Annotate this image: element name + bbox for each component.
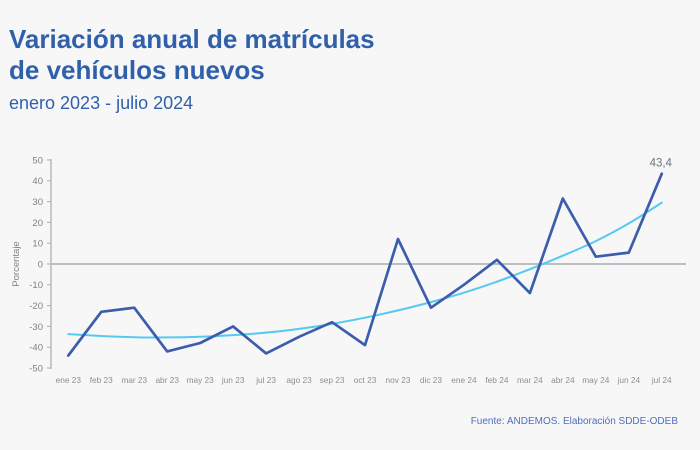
x-tick-label: feb 23 xyxy=(90,375,113,385)
x-axis-labels: ene 23 feb 23 mar 23 abr 23 may 23 jun 23 jul … xyxy=(56,375,672,385)
y-tick-label: 20 xyxy=(32,218,43,229)
x-tick-label: may 23 xyxy=(187,375,215,385)
svg-text:Porcentaje: Porcentaje xyxy=(11,241,22,286)
x-tick-label: sep 23 xyxy=(320,375,345,385)
page-title-line2: de vehículos nuevos xyxy=(9,55,265,85)
y-axis-title: Porcentaje xyxy=(11,241,22,286)
x-tick-label: jul 23 xyxy=(255,375,276,385)
y-tick-label: 30 xyxy=(32,197,43,208)
x-tick-label: feb 24 xyxy=(485,375,508,385)
y-axis: 50 40 30 20 10 0 -10 -20 -30 -40 -50 xyxy=(29,155,52,374)
x-tick-label: abr 23 xyxy=(155,375,179,385)
page-title-line1: Variación anual de matrículas xyxy=(9,24,375,54)
page-title: Variación anual de matrículas de vehículo… xyxy=(9,24,375,86)
y-tick-label: 10 xyxy=(32,239,43,250)
y-tick-label: -40 xyxy=(29,343,43,354)
source-note: Fuente: ANDEMOS. Elaboración SDDE-ODEB xyxy=(470,416,678,427)
chart-header: Variación anual de matrículas de vehículo… xyxy=(9,24,375,114)
y-tick-label: 0 xyxy=(38,259,43,270)
x-tick-label: mar 24 xyxy=(517,375,543,385)
x-tick-label: jul 24 xyxy=(651,375,672,385)
y-tick-label: 50 xyxy=(32,155,43,166)
last-point-annotation: 43,4 xyxy=(650,158,673,170)
y-tick-label: -20 xyxy=(29,301,43,312)
x-tick-label: dic 23 xyxy=(420,375,443,385)
x-tick-label: ene 24 xyxy=(451,375,477,385)
x-tick-label: jun 23 xyxy=(221,375,245,385)
page-subtitle: enero 2023 - julio 2024 xyxy=(9,93,194,113)
data-label: 43,4 xyxy=(650,158,673,170)
y-tick-label: -30 xyxy=(29,322,43,333)
x-tick-label: ago 23 xyxy=(286,375,312,385)
trend-line-series xyxy=(67,201,663,339)
y-tick-label: -50 xyxy=(29,363,43,374)
x-tick-label: abr 24 xyxy=(551,375,575,385)
x-tick-label: oct 23 xyxy=(354,375,377,385)
x-tick-label: nov 23 xyxy=(386,375,411,385)
x-tick-label: jun 24 xyxy=(616,375,640,385)
x-tick-label: ene 23 xyxy=(56,375,82,385)
y-tick-label: 40 xyxy=(32,176,43,187)
y-tick-label: -10 xyxy=(29,280,43,291)
x-tick-label: mar 23 xyxy=(121,375,147,385)
x-tick-label: may 24 xyxy=(582,375,610,385)
monthly-variation-series xyxy=(66,172,664,357)
